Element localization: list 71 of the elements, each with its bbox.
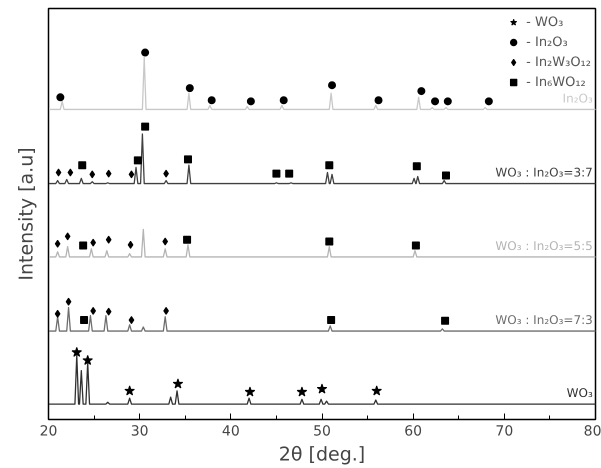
point — [78, 161, 86, 170]
point — [163, 306, 169, 315]
point — [141, 122, 150, 131]
point — [272, 170, 280, 178]
point — [208, 96, 216, 104]
x-axis-title: 2θ [deg.] — [278, 444, 366, 466]
point — [316, 384, 328, 394]
point — [163, 170, 169, 178]
point — [244, 386, 256, 397]
point — [441, 316, 450, 325]
point — [296, 386, 308, 397]
x-tick-label: 40 — [222, 424, 240, 440]
point — [134, 156, 142, 164]
point — [328, 81, 336, 90]
point — [325, 238, 334, 246]
legend-label: - In₂O₃ — [526, 34, 568, 50]
point — [54, 240, 60, 248]
point — [90, 306, 96, 315]
point — [106, 236, 112, 244]
point — [128, 170, 134, 178]
point — [68, 168, 74, 177]
y-axis-title: Intensity [a.u] — [16, 147, 38, 281]
point — [141, 48, 150, 57]
series-label: WO₃ : In₂O₃=5:5 — [495, 238, 593, 253]
series-label: WO₃ : In₂O₃=3:7 — [495, 166, 593, 180]
point — [412, 162, 421, 170]
point — [285, 170, 294, 178]
x-tick-label: 20 — [40, 424, 58, 440]
x-tick-label: 60 — [404, 424, 422, 440]
point — [128, 240, 134, 249]
point — [172, 378, 184, 388]
x-tick-label: 50 — [313, 424, 331, 440]
legend-label: - In₆WO₁₂ — [526, 74, 586, 90]
point — [80, 316, 88, 324]
point — [431, 97, 440, 106]
point — [90, 238, 96, 247]
point — [124, 385, 135, 396]
point — [89, 170, 96, 178]
point — [79, 242, 88, 250]
x-tick-label: 70 — [495, 424, 514, 440]
point — [72, 346, 82, 357]
point — [412, 242, 420, 250]
x-tick-label: 80 — [584, 424, 601, 440]
point — [66, 298, 72, 306]
series-label: WO₃ — [566, 386, 593, 400]
point — [374, 96, 383, 104]
point — [64, 232, 70, 240]
x-tick-label: 30 — [130, 424, 149, 440]
point — [56, 168, 62, 177]
point — [280, 96, 288, 104]
point — [327, 316, 336, 324]
point — [54, 310, 60, 318]
point — [128, 316, 134, 324]
point — [484, 97, 493, 106]
point — [325, 161, 334, 170]
legend-label: - In₂W₃O₁₂ — [526, 54, 591, 70]
point — [162, 238, 168, 246]
legend-label: - WO₃ — [526, 14, 564, 30]
point — [82, 354, 93, 365]
point — [183, 236, 192, 244]
point — [106, 308, 112, 316]
point — [444, 97, 452, 106]
point — [371, 385, 382, 396]
point — [56, 93, 64, 102]
point — [106, 170, 112, 178]
point — [442, 171, 450, 180]
point — [417, 87, 426, 96]
point — [246, 97, 255, 106]
series-label: WO₃ : In₂O₃=7:3 — [495, 313, 593, 328]
point — [184, 155, 192, 164]
point — [186, 84, 194, 92]
